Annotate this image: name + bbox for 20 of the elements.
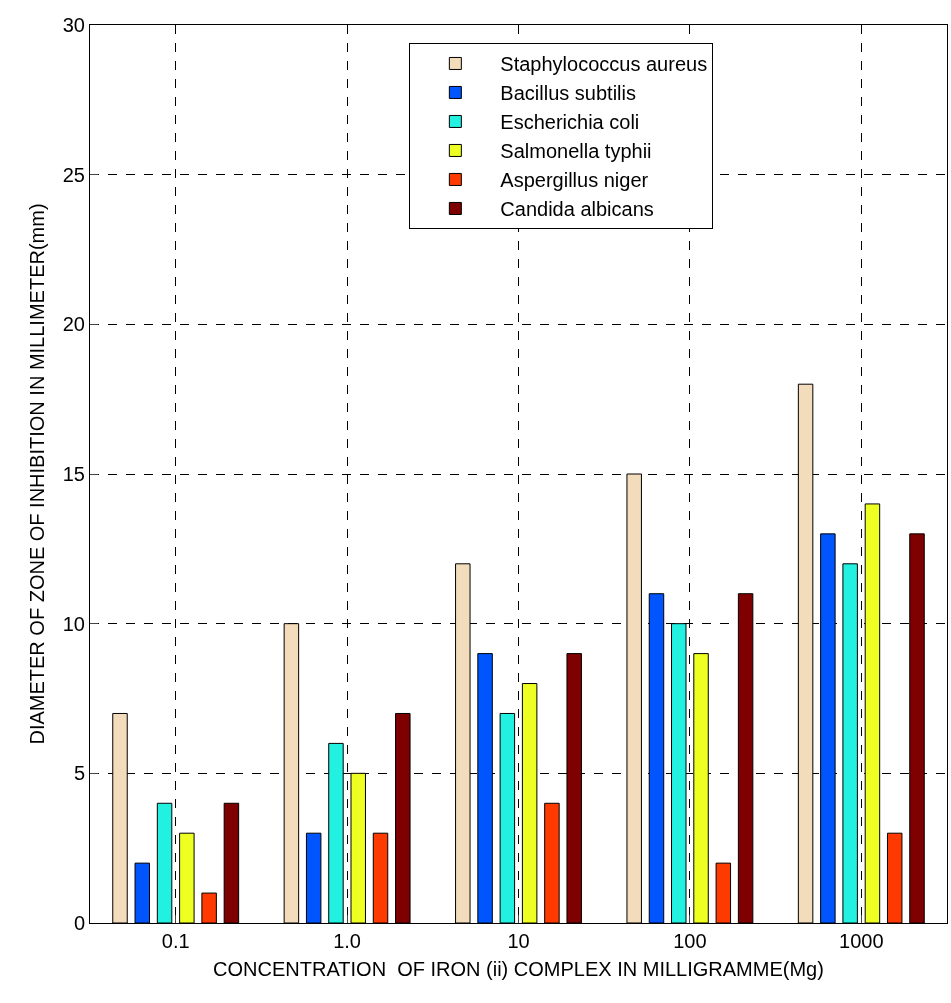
legend-label: Bacillus subtilis [500, 82, 636, 105]
y-tick-label: 25 [62, 163, 85, 186]
x-tick-label: 1000 [839, 930, 884, 952]
y-tick-label: 30 [62, 14, 85, 36]
x-tick-label: 100 [673, 930, 707, 952]
y-tick-label: 15 [62, 463, 85, 485]
x-tick-label: 0.1 [161, 930, 190, 952]
x-tick-label: 10 [507, 930, 530, 952]
legend-label: Aspergillus niger [500, 169, 649, 192]
y-tick-label: 20 [62, 313, 85, 336]
legend-label: Escherichia coli [500, 111, 640, 134]
y-axis-title: DIAMETER OF ZONE OF INHIBITION IN MILLIMETER(mm) [26, 203, 49, 745]
y-tick-label: 10 [62, 612, 85, 635]
y-tick-label: 5 [73, 762, 85, 785]
y-tick-label: 0 [73, 912, 85, 934]
legend-label: Salmonella typhii [500, 140, 652, 163]
x-axis-title: CONCENTRATION OF IRON (ii) COMPLEX IN MILLIGRAMME(Mg) [213, 957, 824, 980]
legend-label: Candida albicans [500, 198, 654, 221]
legend-label: Staphylococcus aureus [500, 53, 708, 76]
x-tick-label: 1.0 [333, 930, 362, 952]
